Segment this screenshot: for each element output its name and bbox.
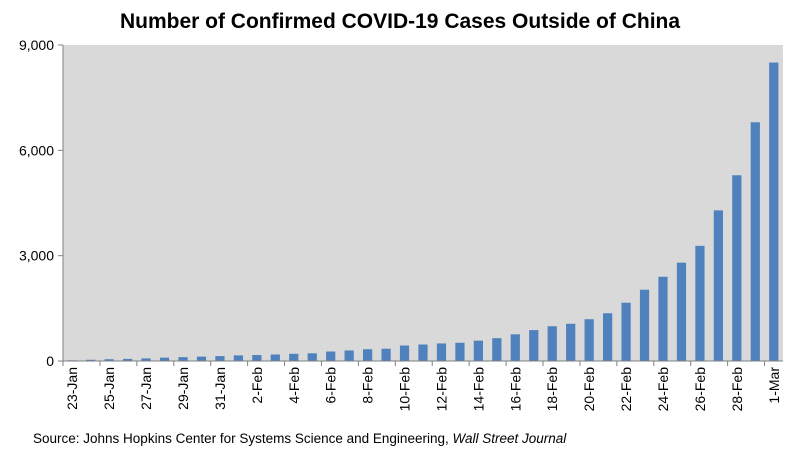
x-tick-label: 8-Feb <box>360 367 376 404</box>
bar-2-Feb <box>252 355 262 361</box>
source-note: Source: Johns Hopkins Center for Systems… <box>33 431 566 446</box>
bar-27-Jan <box>141 358 151 361</box>
x-tick-label: 2-Feb <box>249 367 265 404</box>
plot-area <box>63 45 783 361</box>
bar-26-Feb <box>695 245 705 361</box>
source-publication: Wall Street Journal <box>452 431 567 446</box>
bars-group <box>67 62 779 362</box>
chart-title: Number of Confirmed COVID-19 Cases Outsi… <box>119 10 681 33</box>
bar-17-Feb <box>529 330 539 361</box>
bar-20-Feb <box>584 319 594 361</box>
y-tick-label: 9,000 <box>19 37 54 53</box>
bar-7-Feb <box>344 350 354 361</box>
bar-18-Feb <box>547 326 557 361</box>
x-tick-label: 23-Jan <box>64 367 80 410</box>
bar-11-Feb <box>418 344 428 361</box>
bar-30-Jan <box>196 356 207 361</box>
x-tick-label: 6-Feb <box>323 367 339 404</box>
bar-5-Feb <box>307 353 317 361</box>
bar-16-Feb <box>510 334 520 361</box>
bar-3-Feb <box>270 354 280 361</box>
x-tick-label: 31-Jan <box>212 367 228 410</box>
bar-31-Jan <box>215 356 225 361</box>
x-tick-label: 25-Jan <box>101 367 117 410</box>
bar-26-Jan <box>123 358 133 361</box>
x-tick-label: 27-Jan <box>138 367 154 410</box>
bar-24-Feb <box>658 276 668 361</box>
bar-28-Jan <box>159 357 170 361</box>
x-tick-label: 28-Feb <box>729 367 745 412</box>
bar-13-Feb <box>455 342 465 361</box>
bar-29-Feb <box>750 122 760 362</box>
x-tick-label: 18-Feb <box>544 367 560 412</box>
bar-28-Feb <box>732 175 742 361</box>
bar-19-Feb <box>566 323 576 361</box>
bar-8-Feb <box>363 349 373 361</box>
y-tick-label: 3,000 <box>19 248 54 264</box>
bar-27-Feb <box>713 210 723 361</box>
x-tick-label: 14-Feb <box>470 367 486 412</box>
bar-1-Feb <box>233 355 243 361</box>
bar-22-Feb <box>621 302 631 361</box>
bar-14-Feb <box>473 340 483 361</box>
source-text: Source: Johns Hopkins Center for Systems… <box>33 431 453 446</box>
x-axis: 23-Jan 25-Jan 27-Jan 29-Jan 31-Jan 2-Feb 4-Feb… <box>62 360 783 412</box>
bar-21-Feb <box>603 313 613 361</box>
bar-25-Feb <box>676 262 687 361</box>
x-tick-label: 24-Feb <box>655 367 671 412</box>
x-tick-label: 22-Feb <box>618 367 634 412</box>
x-tick-label: 20-Feb <box>581 367 597 412</box>
bar-23-Feb <box>639 289 650 361</box>
y-tick-label: 6,000 <box>19 142 54 158</box>
bar-4-Feb <box>289 353 299 361</box>
bar-9-Feb <box>381 348 391 361</box>
bar-10-Feb <box>399 345 410 361</box>
bar-25-Jan <box>104 359 114 361</box>
bar-29-Jan <box>178 357 188 361</box>
x-tick-label: 10-Feb <box>397 367 413 412</box>
x-tick-label: 4-Feb <box>286 367 302 404</box>
x-tick-label: 12-Feb <box>433 367 449 412</box>
x-tick-label: 29-Jan <box>175 367 191 410</box>
y-tick-label: 0 <box>46 353 54 369</box>
x-tick-label: 26-Feb <box>692 367 708 412</box>
bar-12-Feb <box>436 343 447 361</box>
x-tick-label: 16-Feb <box>507 367 523 412</box>
x-tick-label: 1-Mar <box>766 367 782 404</box>
bar-6-Feb <box>326 351 336 361</box>
bar-24-Jan <box>86 359 96 361</box>
bar-15-Feb <box>492 338 502 361</box>
bar-1-Mar <box>769 62 779 362</box>
y-axis: 0 3,000 6,000 9,000 <box>19 37 64 369</box>
